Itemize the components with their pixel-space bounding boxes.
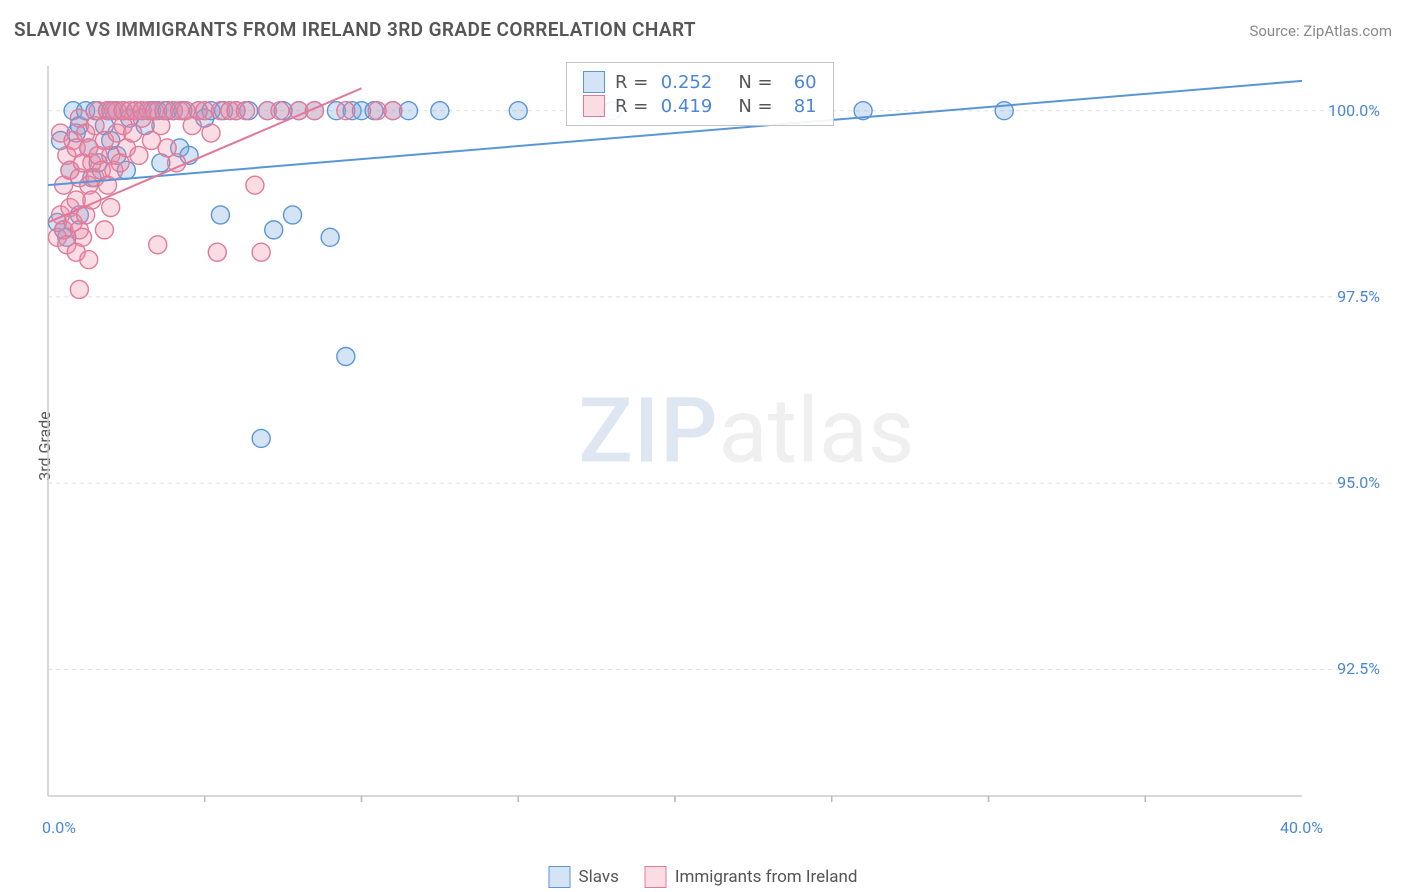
- n-label: N =: [738, 96, 772, 117]
- x-tick-label-max: 40.0%: [1280, 818, 1323, 837]
- legend-swatch: [583, 95, 605, 117]
- r-value: 0.419: [658, 96, 712, 117]
- legend-swatch: [645, 866, 667, 888]
- y-tick-label: 97.5%: [1337, 287, 1380, 306]
- legend-label: Slavs: [578, 867, 618, 887]
- page-title: SLAVIC VS IMMIGRANTS FROM IRELAND 3RD GR…: [14, 18, 696, 41]
- legend-item: Immigrants from Ireland: [645, 866, 858, 888]
- legend-item: Slavs: [548, 866, 618, 888]
- y-tick-label: 95.0%: [1337, 473, 1380, 492]
- y-tick-label: 100.0%: [1328, 101, 1380, 120]
- r-value: 0.252: [658, 72, 712, 93]
- legend-swatch: [548, 866, 570, 888]
- stats-legend: R = 0.252 N = 60 R = 0.419 N = 81: [566, 62, 834, 126]
- chart-area: ZIPatlas R =0.252N =60R =0.419N =81: [46, 60, 1346, 802]
- y-tick-label: 92.5%: [1337, 659, 1380, 678]
- bottom-legend: Slavs Immigrants from Ireland: [548, 866, 857, 888]
- x-tick-label-min: 0.0%: [42, 818, 76, 837]
- n-value: 60: [783, 72, 817, 93]
- scatter-chart: [46, 60, 1346, 802]
- title-bar: SLAVIC VS IMMIGRANTS FROM IRELAND 3RD GR…: [14, 18, 1392, 41]
- legend-label: Immigrants from Ireland: [675, 867, 858, 887]
- n-label: N =: [738, 72, 772, 93]
- stats-legend-row: R = 0.252 N = 60: [583, 71, 817, 93]
- n-value: 81: [783, 96, 817, 117]
- source-label: Source: ZipAtlas.com: [1249, 22, 1392, 40]
- r-label: R =: [615, 96, 648, 117]
- r-label: R =: [615, 72, 648, 93]
- stats-legend-row: R = 0.419 N = 81: [583, 95, 817, 117]
- legend-swatch: [583, 71, 605, 93]
